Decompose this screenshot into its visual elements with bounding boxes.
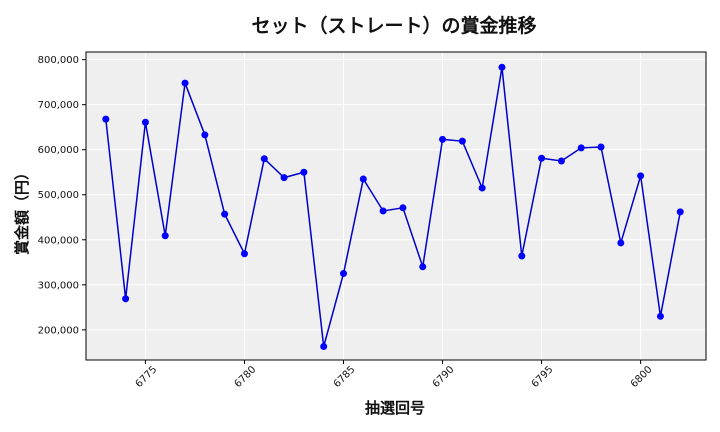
data-point	[379, 207, 387, 215]
data-point	[419, 263, 427, 271]
data-point	[617, 239, 625, 247]
data-point	[478, 184, 486, 192]
x-tick-label: 6775	[134, 364, 160, 390]
y-axis-label: 賞金額（円）	[13, 165, 31, 255]
data-point	[538, 154, 546, 162]
data-point	[637, 172, 645, 180]
data-point	[181, 79, 189, 87]
x-axis-label: 抽選回号	[365, 399, 425, 417]
x-tick-label: 6780	[233, 364, 259, 390]
data-point	[300, 168, 308, 176]
data-point	[340, 270, 348, 278]
y-tick-label: 300,000	[38, 280, 79, 291]
plot-frame	[85, 51, 707, 361]
data-point	[280, 174, 288, 182]
data-point	[557, 157, 565, 165]
chart-title: セット（ストレート）の賞金推移	[251, 14, 536, 37]
x-tick-label: 6785	[332, 364, 358, 390]
y-tick-label: 200,000	[38, 325, 79, 336]
y-tick-label: 500,000	[38, 190, 79, 201]
data-point	[439, 135, 447, 143]
data-point	[221, 210, 229, 218]
data-point	[518, 252, 526, 260]
data-point	[458, 137, 466, 145]
x-tick-label: 6790	[431, 364, 457, 390]
data-point	[359, 175, 367, 183]
data-point	[498, 63, 506, 71]
data-point	[577, 144, 585, 152]
x-tick-label: 6800	[629, 364, 655, 390]
data-point	[240, 250, 248, 258]
y-tick-label: 700,000	[38, 100, 79, 111]
data-point	[260, 155, 268, 163]
y-tick-label: 400,000	[38, 235, 79, 246]
data-point	[399, 204, 407, 212]
data-point	[122, 295, 130, 303]
x-tick-label: 6795	[530, 364, 556, 390]
data-point	[320, 342, 328, 350]
data-point	[201, 131, 209, 139]
data-point	[597, 143, 605, 151]
data-point	[676, 208, 684, 216]
data-point	[102, 115, 110, 123]
plot-area	[86, 52, 706, 360]
y-tick-label: 800,000	[38, 55, 79, 66]
data-point	[656, 312, 664, 320]
series-line-group	[102, 63, 684, 350]
data-point	[141, 118, 149, 126]
grid-lines	[86, 52, 706, 360]
y-tick-label: 600,000	[38, 145, 79, 156]
data-point	[161, 232, 169, 240]
